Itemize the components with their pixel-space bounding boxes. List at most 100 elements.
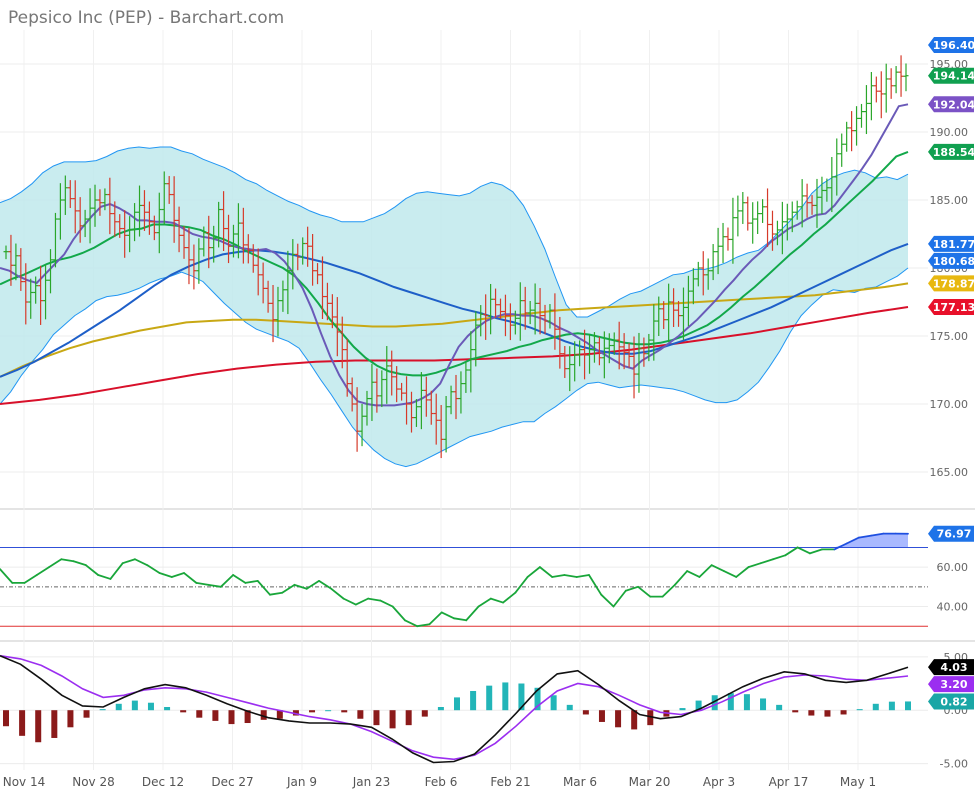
price-bar xyxy=(730,198,735,264)
price-bar xyxy=(721,223,726,263)
rsi-line-segment xyxy=(196,583,208,585)
rsi-line-segment xyxy=(466,607,478,621)
price-value-tag-text: 194.14 xyxy=(933,70,975,83)
rsi-line-segment xyxy=(160,573,172,577)
rsi-line-segment xyxy=(712,565,724,571)
rsi-line-segment xyxy=(724,571,736,577)
rsi-line-segment xyxy=(307,581,319,589)
macd-histogram-bar xyxy=(406,710,412,725)
macd-histogram-bar xyxy=(84,710,90,717)
rsi-overbought-fill xyxy=(0,534,908,548)
macd-value-tag-text: 3.20 xyxy=(940,678,967,691)
price-value-tag-text: 177.13 xyxy=(933,301,975,314)
price-tick-label: 190.00 xyxy=(930,126,969,139)
price-bar xyxy=(879,71,884,118)
macd-histogram-bar xyxy=(551,695,557,710)
macd-histogram-bar xyxy=(824,710,830,716)
rsi-line-segment xyxy=(61,559,73,561)
price-value-tag-text: 192.04 xyxy=(933,98,975,111)
macd-histogram-bar xyxy=(873,704,879,710)
macd-histogram-bar xyxy=(309,710,315,712)
macd-histogram-bar xyxy=(776,705,782,710)
macd-histogram-bar xyxy=(808,710,814,715)
rsi-line-segment xyxy=(687,571,699,577)
price-value-tag: 178.87 xyxy=(928,275,975,291)
rsi-line-segment xyxy=(258,581,270,595)
rsi-line-segment xyxy=(74,561,86,565)
rsi-line-segment xyxy=(356,599,368,605)
rsi-line-segment xyxy=(380,601,392,607)
macd-histogram-bar xyxy=(438,707,444,710)
price-bar xyxy=(864,85,869,134)
macd-histogram-bar xyxy=(212,710,218,721)
rsi-line-segment xyxy=(294,585,306,589)
rsi-line-segment xyxy=(98,575,110,579)
x-tick-label: Jan 23 xyxy=(352,775,391,789)
rsi-line-segment xyxy=(368,599,380,601)
price-bar xyxy=(844,122,849,152)
macd-histogram-bar xyxy=(373,710,379,725)
rsi-line-segment xyxy=(147,565,159,573)
rsi-line-segment xyxy=(245,581,257,583)
macd-histogram-bar xyxy=(454,697,460,710)
x-tick-label: Mar 20 xyxy=(629,775,671,789)
macd-histogram-bar xyxy=(67,710,73,727)
rsi-line-segment xyxy=(123,559,135,563)
price-value-tag-text: 181.77 xyxy=(933,238,975,251)
rsi-line-segment xyxy=(540,567,552,577)
price-value-tag: 181.77 xyxy=(928,236,975,252)
price-bar xyxy=(884,64,889,113)
macd-value-tag: 3.20 xyxy=(928,676,974,692)
x-tick-label: Apr 17 xyxy=(769,775,809,789)
x-tick-label: Nov 14 xyxy=(3,775,46,789)
rsi-line-segment xyxy=(626,587,638,591)
rsi-line-segment xyxy=(0,569,12,583)
rsi-line-segment xyxy=(37,567,49,575)
macd-histogram-bar xyxy=(357,710,363,719)
rsi-line-segment xyxy=(110,563,122,579)
price-bar xyxy=(874,77,879,103)
rsi-line-segment xyxy=(233,575,245,583)
macd-tick-label: -5.00 xyxy=(940,758,968,771)
price-value-tag: 180.68 xyxy=(928,253,975,269)
rsi-line-segment xyxy=(810,549,822,553)
macd-histogram-bar xyxy=(470,691,476,710)
rsi-line-segment xyxy=(798,547,810,553)
macd-histogram-bar xyxy=(325,710,331,711)
macd-value-tag: 4.03 xyxy=(928,659,974,675)
price-bar xyxy=(849,111,854,151)
macd-histogram-bar xyxy=(744,694,750,710)
macd-histogram-bar xyxy=(760,698,766,710)
rsi-line-segment xyxy=(344,599,356,605)
macd-histogram-bar xyxy=(180,710,186,712)
price-tick-label: 165.00 xyxy=(930,466,969,479)
price-value-tag: 188.54 xyxy=(928,144,975,160)
macd-histogram-bar xyxy=(583,710,589,714)
rsi-line-segment xyxy=(614,591,626,607)
rsi-line-segment xyxy=(503,593,515,603)
price-value-tag-text: 178.87 xyxy=(933,277,975,290)
rsi-line-segment xyxy=(601,595,613,607)
x-tick-label: Feb 21 xyxy=(490,775,530,789)
x-tick-label: Apr 3 xyxy=(703,775,735,789)
chart-title: Pepsico Inc (PEP) - Barchart.com xyxy=(8,8,284,28)
macd-histogram-bar xyxy=(148,703,154,710)
macd-histogram-bar xyxy=(390,710,396,728)
rsi-line-segment xyxy=(135,559,147,565)
macd-histogram-bar xyxy=(486,686,492,711)
price-value-tag: 194.14 xyxy=(928,68,975,84)
macd-histogram-bar xyxy=(132,701,138,711)
rsi-line-segment xyxy=(552,575,564,577)
macd-histogram-bar xyxy=(889,702,895,711)
rsi-line-segment xyxy=(282,585,294,593)
price-bar xyxy=(859,104,864,128)
macd-histogram-bar xyxy=(567,705,573,710)
rsi-value-tag-text: 76.97 xyxy=(937,528,972,541)
rsi-line-segment xyxy=(491,599,503,603)
macd-histogram-bar xyxy=(599,710,605,722)
rsi-line-segment xyxy=(638,587,650,597)
rsi-line-segment xyxy=(442,612,454,618)
rsi-line-segment xyxy=(270,593,282,595)
